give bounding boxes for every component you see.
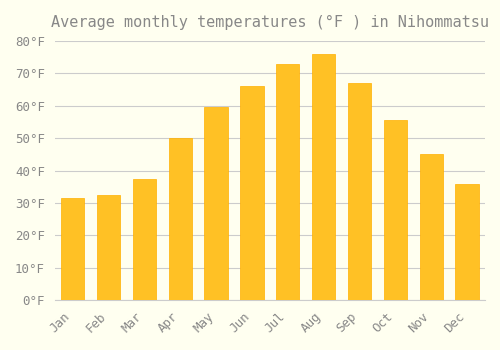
Bar [420,154,443,300]
Bar [97,195,120,300]
Bar [276,64,299,300]
Bar [240,86,264,300]
Bar [132,178,156,300]
Bar [61,198,84,300]
Title: Average monthly temperatures (°F ) in Nihommatsu: Average monthly temperatures (°F ) in Ni… [51,15,489,30]
Bar [204,107,228,300]
Bar [456,183,478,300]
Bar [312,54,336,300]
Bar [168,138,192,300]
Bar [384,120,407,300]
Bar [348,83,371,300]
